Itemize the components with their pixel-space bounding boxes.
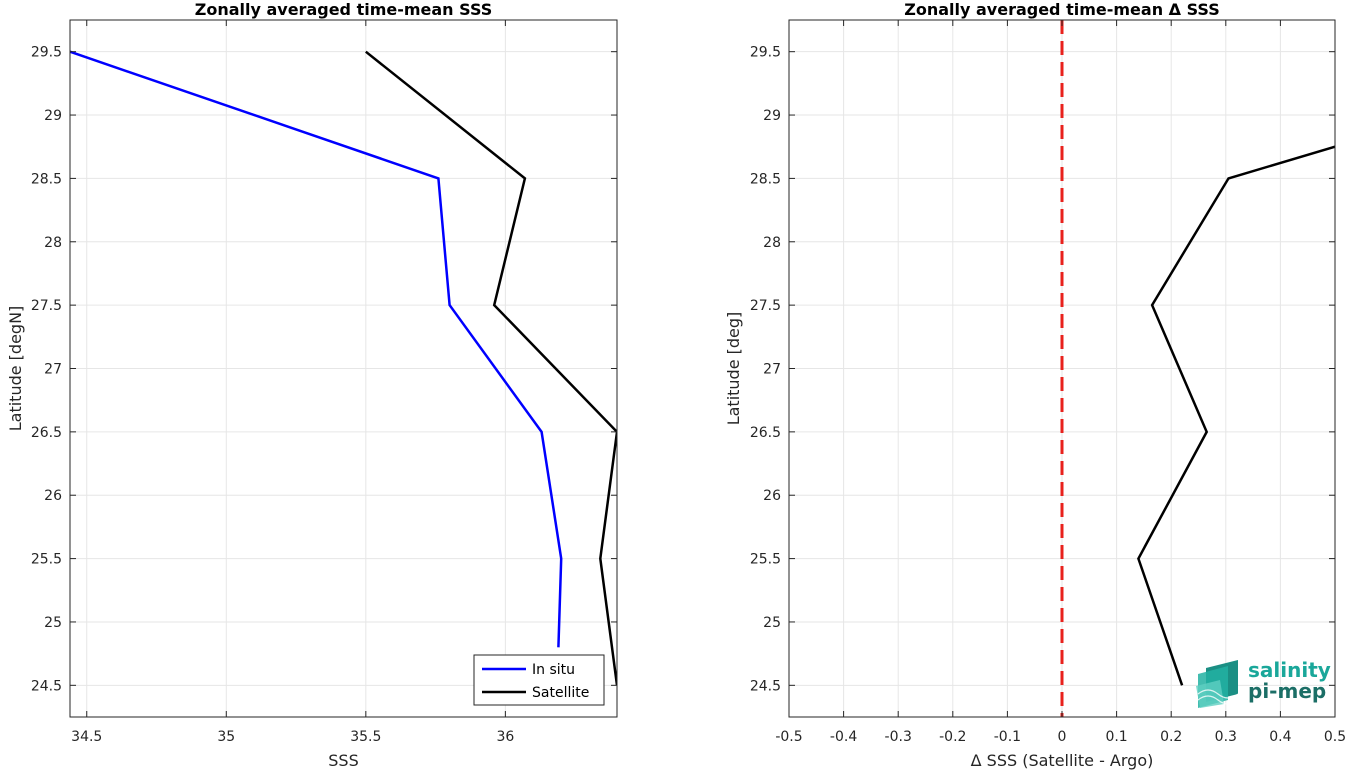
- y-tick-label: 29.5: [750, 45, 781, 61]
- x-tick-label: 35.5: [350, 729, 381, 745]
- x-tick-label: -0.5: [775, 729, 802, 745]
- series-line-satellite: [365, 50, 617, 686]
- y-tick-label: 25: [763, 615, 781, 631]
- x-tick-label: 34.5: [71, 729, 102, 745]
- chart-title: Zonally averaged time-mean Δ SSS: [904, 0, 1220, 19]
- salinity-pi-mep-logo: salinity pi-mep: [1196, 658, 1331, 708]
- x-tick-label: -0.2: [939, 729, 966, 745]
- y-tick-label: 28: [44, 235, 62, 251]
- legend-label-in-situ: In situ: [532, 662, 575, 678]
- x-tick-label: 36: [496, 729, 514, 745]
- salinity-wave-icon: [1196, 660, 1239, 708]
- series-line-delta-sss: [1137, 145, 1335, 686]
- x-axis-label: SSS: [328, 751, 358, 770]
- chart-left-sss: 34.5 35 35.5 36 24.5 25 25.5 26 26.5 27 27.5 28 28.5…: [6, 0, 618, 770]
- x-tick-label: 0.5: [1324, 729, 1346, 745]
- legend-label-satellite: Satellite: [532, 685, 589, 701]
- y-axis-label: Latitude [deg]: [724, 312, 743, 426]
- x-tick-label: 0.4: [1269, 729, 1291, 745]
- logo-line-2: pi-mep: [1248, 679, 1326, 703]
- y-tick-label: 27: [763, 362, 781, 378]
- y-tick-label: 26: [763, 488, 781, 504]
- x-tick-label: -0.4: [830, 729, 857, 745]
- y-tick-label: 25.5: [31, 552, 62, 568]
- logo-line-1: salinity: [1248, 658, 1331, 682]
- y-tick-label: 27.5: [31, 298, 62, 314]
- y-tick-label: 26: [44, 488, 62, 504]
- x-tick-label: 0.1: [1105, 729, 1127, 745]
- y-tick-label: 26.5: [750, 425, 781, 441]
- chart-title: Zonally averaged time-mean SSS: [195, 0, 493, 19]
- legend-box: [473, 654, 605, 706]
- x-tick-label: 0.2: [1160, 729, 1182, 745]
- y-tick-label: 27: [44, 362, 62, 378]
- y-tick-label: 28.5: [31, 171, 62, 187]
- y-tick-label: 24.5: [31, 678, 62, 694]
- x-axis-label: Δ SSS (Satellite - Argo): [971, 751, 1154, 770]
- y-tick-label: 25.5: [750, 552, 781, 568]
- y-tick-label: 29: [44, 108, 62, 124]
- x-tick-label: 0: [1058, 729, 1067, 745]
- y-tick-label: 26.5: [31, 425, 62, 441]
- y-tick-label: 29.5: [31, 45, 62, 61]
- y-tick-label: 28.5: [750, 171, 781, 187]
- y-tick-label: 27.5: [750, 298, 781, 314]
- x-tick-label: -0.1: [994, 729, 1021, 745]
- y-axis-label: Latitude [degN]: [6, 306, 25, 432]
- x-tick-label: 0.3: [1215, 729, 1237, 745]
- x-tick-label: -0.3: [885, 729, 912, 745]
- y-tick-label: 24.5: [750, 678, 781, 694]
- x-tick-label: 35: [217, 729, 235, 745]
- chart-right-delta-sss: -0.5 -0.4 -0.3 -0.2 -0.1 0 0.1 0.2 0.3 0.4 0.5 24.5…: [724, 0, 1346, 770]
- legend: In situ Satellite: [473, 654, 605, 706]
- y-tick-label: 29: [763, 108, 781, 124]
- y-tick-label: 25: [44, 615, 62, 631]
- y-tick-label: 28: [763, 235, 781, 251]
- series-line-in-situ: [70, 50, 563, 648]
